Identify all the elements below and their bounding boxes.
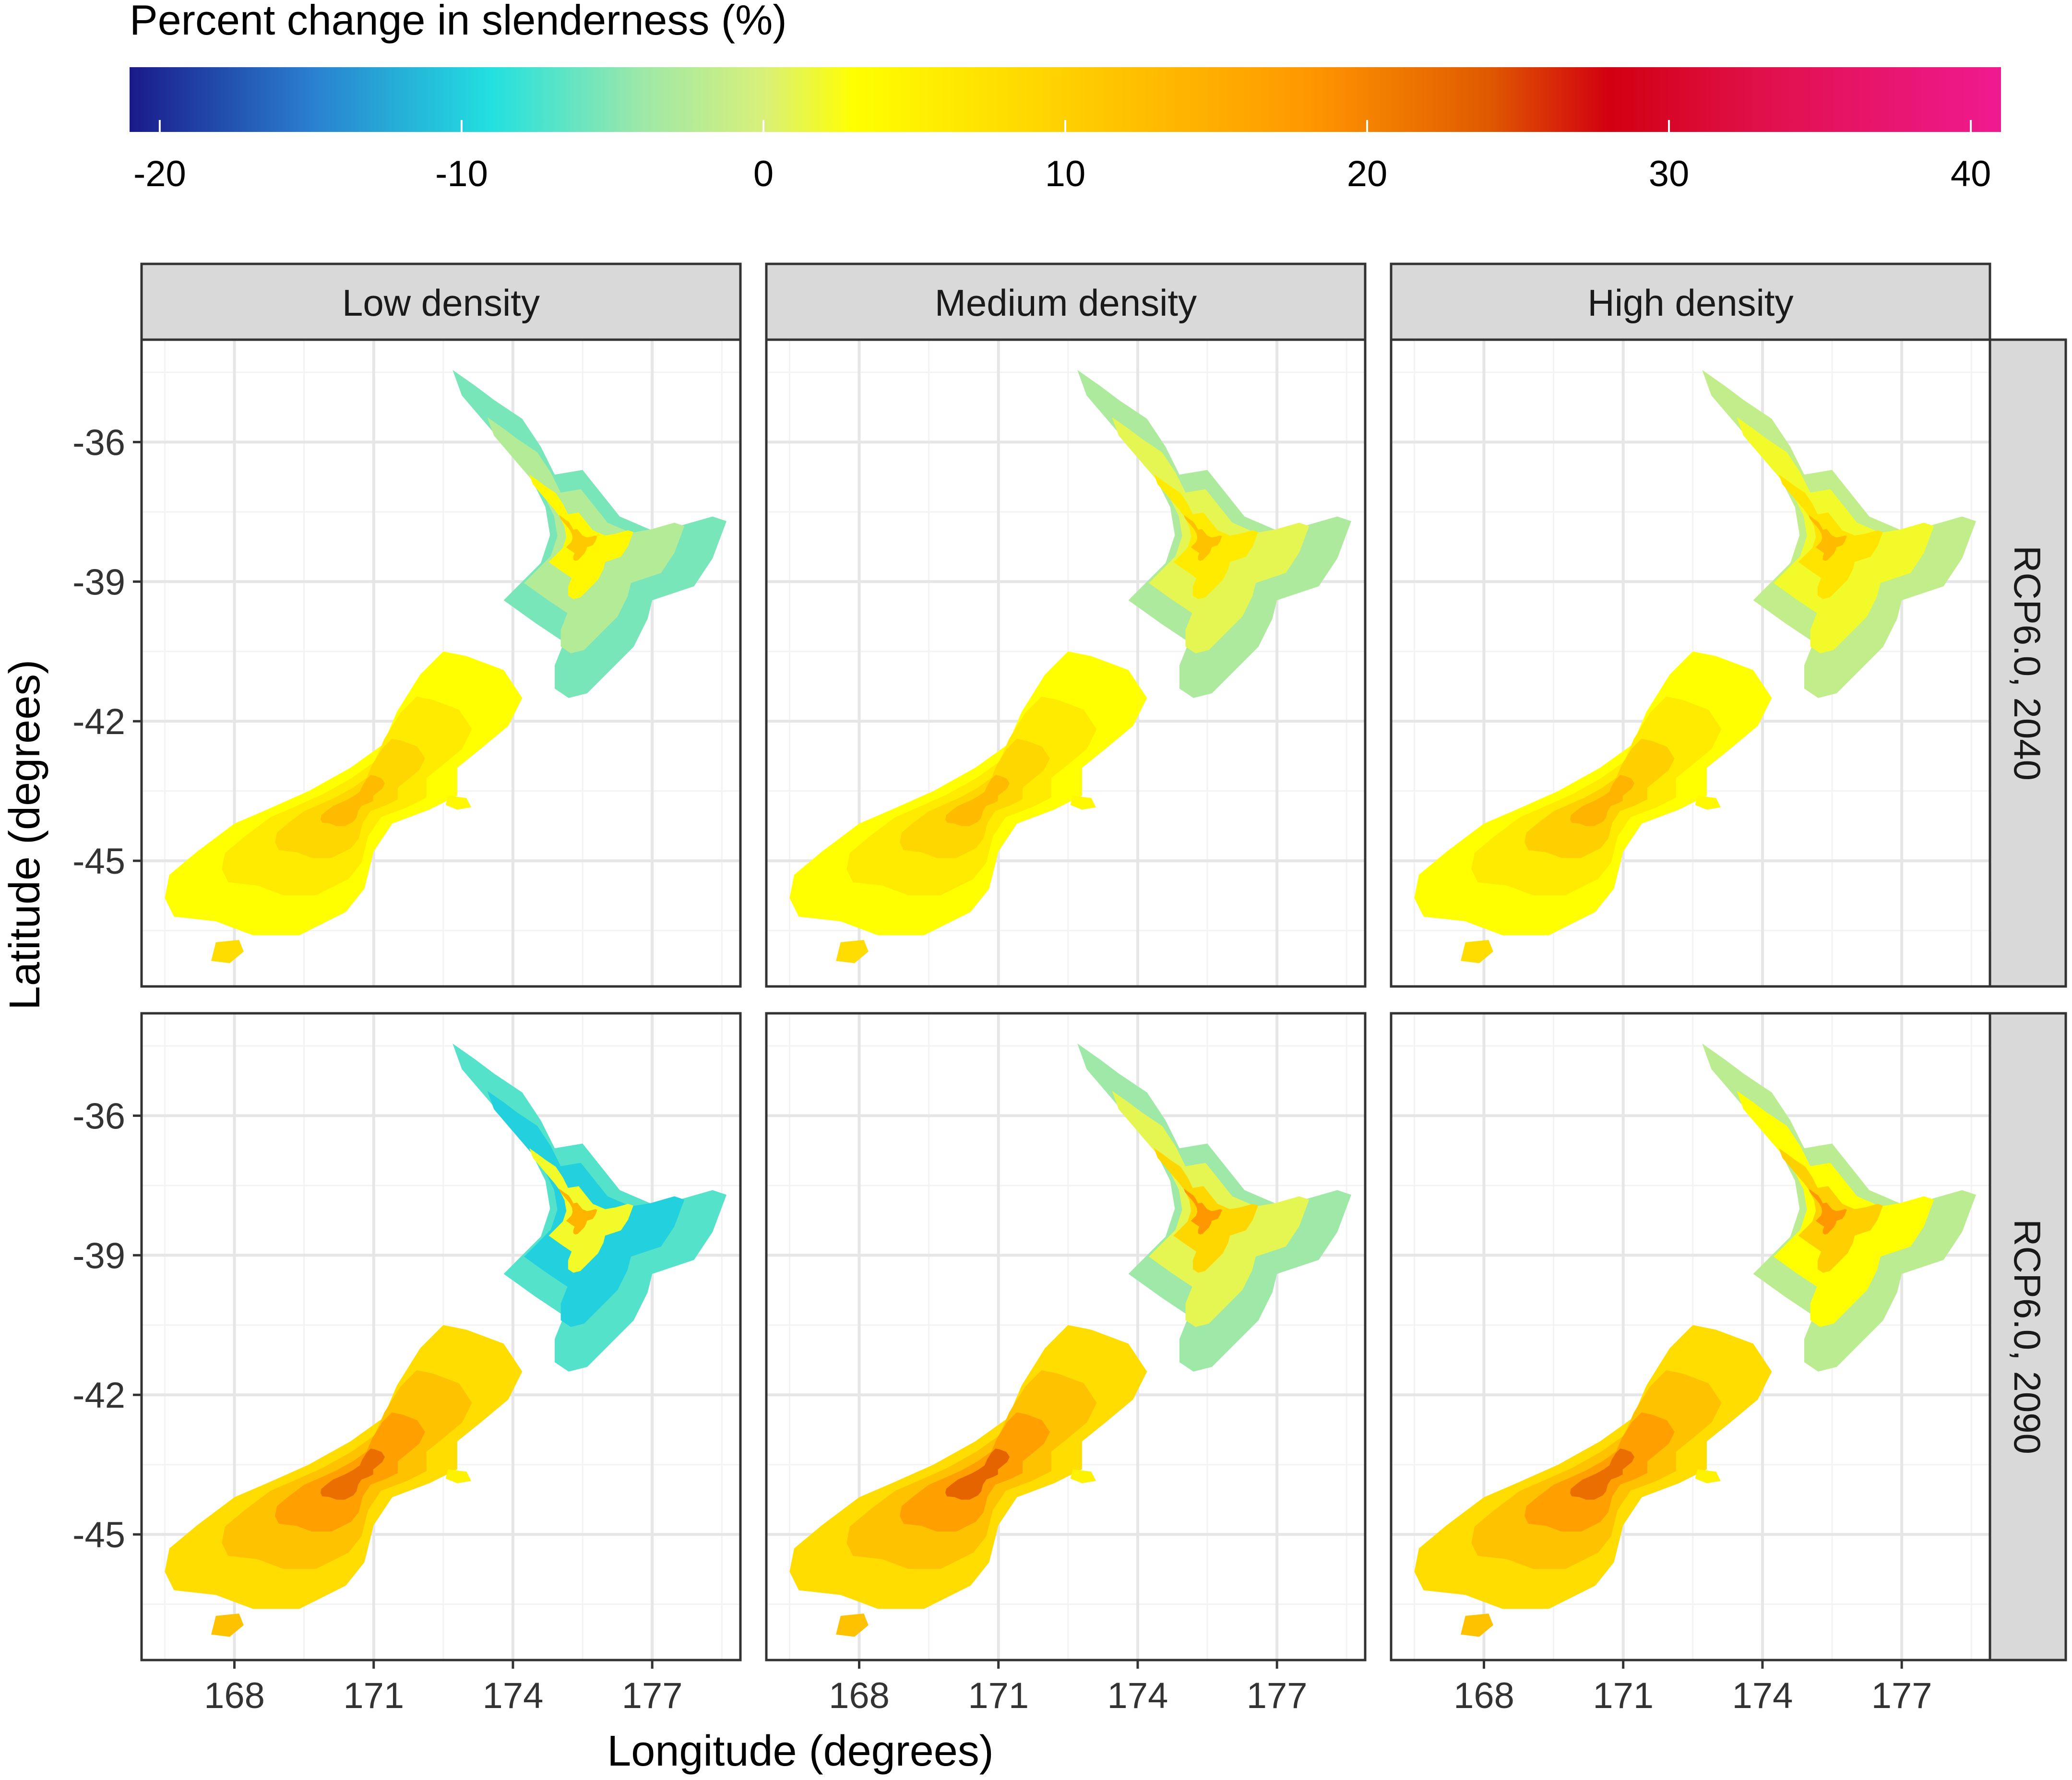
map-panel — [140, 338, 742, 988]
colorbar-tick-label: -20 — [133, 154, 186, 194]
colorbar-tick-label: 30 — [1649, 154, 1690, 194]
colorbar-tick-label: 10 — [1045, 154, 1086, 194]
banks-peninsula — [1695, 795, 1721, 810]
map-panel — [765, 1012, 1367, 1661]
south-island-value-band — [945, 1448, 1010, 1500]
stewart-island — [1461, 940, 1493, 963]
facet-strip-column — [1390, 262, 1991, 341]
facet-strip-row-label: RCP6.0, 2040 — [2006, 546, 2048, 781]
map-panel — [765, 338, 1367, 988]
banks-peninsula — [1695, 1469, 1721, 1483]
north-island-value-band — [1808, 515, 1847, 561]
x-tick-label: 177 — [1247, 1675, 1308, 1716]
facet-strip-row — [1989, 1012, 2067, 1661]
y-tick-label: -39 — [72, 1235, 125, 1276]
panel-border — [140, 338, 742, 988]
facet-strip-column — [765, 262, 1367, 341]
south-island — [1414, 1325, 1772, 1609]
panel-border — [1390, 338, 1991, 988]
x-tick-label: 168 — [829, 1675, 890, 1716]
y-axis-title: Latitude (degrees) — [1, 660, 49, 1010]
north-island — [1077, 1044, 1351, 1372]
x-tick-label: 168 — [204, 1675, 265, 1716]
panel-border — [765, 338, 1367, 988]
north-island-value-band — [1808, 1188, 1847, 1235]
north-island-value-band — [1183, 515, 1222, 561]
x-tick-label: 168 — [1453, 1675, 1514, 1716]
colorbar-tick-label: 20 — [1347, 154, 1388, 194]
colorbar-tick-label: -10 — [435, 154, 488, 194]
facet-strip-column — [140, 262, 742, 341]
north-island-value-band — [559, 1188, 597, 1235]
stewart-island — [211, 1614, 244, 1637]
north-island-value-band — [559, 515, 597, 561]
colorbar-ticks: -20 -10 0 10 20 30 40 — [133, 120, 1991, 194]
y-tick-label: -42 — [72, 701, 125, 742]
colorbar-tick-label: 0 — [753, 154, 774, 194]
banks-peninsula — [1070, 795, 1096, 810]
y-tick-label: -39 — [72, 562, 125, 603]
stewart-island — [1461, 1614, 1493, 1637]
facet-panels — [140, 338, 1991, 1661]
south-island — [789, 651, 1147, 936]
y-axis-ticks: -36 -39 -42 -45 -36 -39 -42 -45 — [72, 422, 142, 1555]
facet-strip-column-label: High density — [1587, 282, 1793, 324]
banks-peninsula — [1070, 1469, 1096, 1483]
colorbar-tick-label: 40 — [1951, 154, 1991, 194]
y-tick-label: -36 — [72, 422, 125, 463]
x-tick-label: 174 — [1107, 1675, 1168, 1716]
south-island — [1414, 651, 1772, 936]
stewart-island — [836, 1614, 869, 1637]
x-tick-label: 174 — [1732, 1675, 1793, 1716]
north-island — [1702, 370, 1976, 698]
north-island — [1702, 1044, 1976, 1372]
banks-peninsula — [445, 1469, 471, 1483]
south-island-value-band — [321, 775, 385, 826]
map-panel — [1390, 338, 1991, 988]
facet-strip-column-label: Medium density — [935, 282, 1197, 324]
stewart-island — [211, 940, 244, 963]
x-axis-ticks: 168 171 174 177 168 171 174 177 168 171 174 177 — [204, 1660, 1932, 1716]
stewart-island — [836, 940, 869, 963]
map-panel — [1390, 1012, 1991, 1661]
x-tick-label: 177 — [622, 1675, 683, 1716]
x-tick-label: 177 — [1871, 1675, 1932, 1716]
north-island-value-band — [1183, 1188, 1222, 1235]
facet-strip-column-label: Low density — [342, 282, 540, 324]
legend-title: Percent change in slenderness (%) — [130, 0, 787, 44]
y-tick-label: -45 — [72, 841, 125, 882]
colorbar-legend: Percent change in slenderness (%) -20 -10… — [130, 0, 2001, 194]
panel-border — [1390, 1012, 1991, 1661]
panel-border — [765, 1012, 1367, 1661]
x-tick-label: 174 — [483, 1675, 544, 1716]
north-island — [453, 370, 726, 698]
x-tick-label: 171 — [343, 1675, 404, 1716]
panel-border — [140, 1012, 742, 1661]
facet-strip-row-label: RCP6.0, 2090 — [2006, 1219, 2048, 1454]
y-tick-label: -36 — [72, 1096, 125, 1137]
south-island-value-band — [1570, 1448, 1635, 1500]
banks-peninsula — [445, 795, 471, 810]
y-tick-label: -45 — [72, 1515, 125, 1555]
south-island — [165, 1325, 523, 1609]
south-island-value-band — [321, 1448, 385, 1500]
x-axis-title: Longitude (degrees) — [607, 1727, 994, 1775]
north-island — [1077, 370, 1351, 698]
south-island-value-band — [945, 775, 1010, 826]
facet-strips: Low density Medium density High density RCP… — [140, 262, 2067, 1661]
y-tick-label: -42 — [72, 1375, 125, 1416]
south-island — [165, 651, 523, 936]
x-tick-label: 171 — [968, 1675, 1029, 1716]
x-tick-label: 171 — [1593, 1675, 1654, 1716]
north-island — [453, 1044, 726, 1372]
south-island-value-band — [1570, 775, 1635, 826]
map-panel — [140, 1012, 742, 1661]
south-island — [789, 1325, 1147, 1609]
